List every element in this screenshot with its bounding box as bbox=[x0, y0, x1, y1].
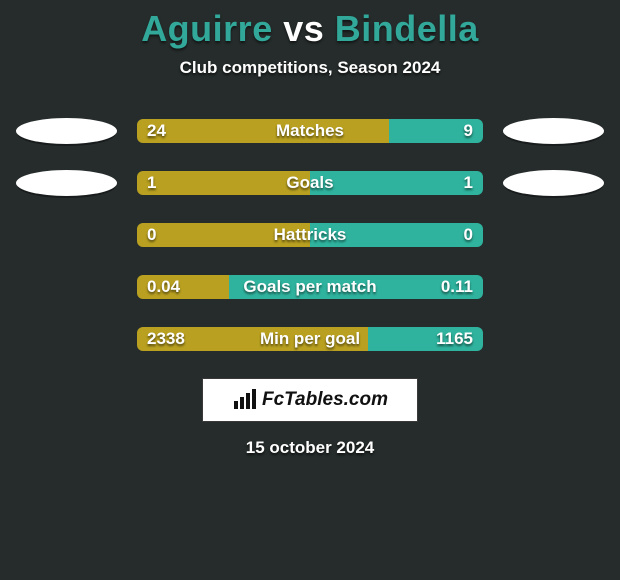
bar-fill-left bbox=[137, 327, 368, 351]
avatar-right bbox=[501, 168, 606, 198]
stat-row: 24Matches9 bbox=[0, 116, 620, 146]
bar-fill-right bbox=[310, 223, 483, 247]
title-player-right: Bindella bbox=[335, 8, 479, 49]
page-title: Aguirre vs Bindella bbox=[0, 8, 620, 50]
stat-bar: 0Hattricks0 bbox=[137, 223, 483, 247]
date: 15 october 2024 bbox=[0, 438, 620, 458]
stat-row: 1Goals1 bbox=[0, 168, 620, 198]
bar-fill-left bbox=[137, 275, 229, 299]
stat-row: 2338Min per goal1165 bbox=[0, 324, 620, 354]
bar-fill-right bbox=[368, 327, 483, 351]
brand-box[interactable]: FcTables.com bbox=[202, 378, 418, 422]
stats-list: 24Matches9 1Goals1 0Hattricks0 0.04Goals pe… bbox=[0, 116, 620, 354]
title-player-left: Aguirre bbox=[141, 8, 273, 49]
bar-fill-right bbox=[229, 275, 483, 299]
stat-bar: 24Matches9 bbox=[137, 119, 483, 143]
title-vs: vs bbox=[273, 8, 335, 49]
bar-fill-left bbox=[137, 223, 310, 247]
brand-text: FcTables.com bbox=[262, 389, 388, 411]
bars-icon bbox=[232, 389, 258, 411]
stat-bar: 0.04Goals per match0.11 bbox=[137, 275, 483, 299]
stat-bar: 2338Min per goal1165 bbox=[137, 327, 483, 351]
bar-fill-left bbox=[137, 119, 389, 143]
subtitle: Club competitions, Season 2024 bbox=[0, 58, 620, 78]
content-root: Aguirre vs Bindella Club competitions, S… bbox=[0, 0, 620, 458]
avatar-right bbox=[501, 116, 606, 146]
bar-fill-right bbox=[310, 171, 483, 195]
stat-bar: 1Goals1 bbox=[137, 171, 483, 195]
brand-inner: FcTables.com bbox=[232, 389, 388, 411]
stat-row: 0Hattricks0 bbox=[0, 220, 620, 250]
bar-fill-right bbox=[389, 119, 483, 143]
avatar-left bbox=[14, 116, 119, 146]
stat-row: 0.04Goals per match0.11 bbox=[0, 272, 620, 302]
avatar-left bbox=[14, 168, 119, 198]
bar-fill-left bbox=[137, 171, 310, 195]
